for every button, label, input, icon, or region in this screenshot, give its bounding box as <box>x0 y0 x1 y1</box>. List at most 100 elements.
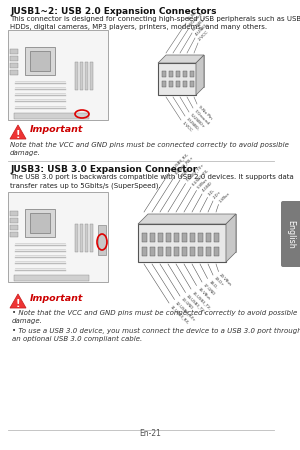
Text: JUSB3: USB 3.0 Expansion Connector: JUSB3: USB 3.0 Expansion Connector <box>10 165 197 174</box>
Text: !: ! <box>16 130 20 140</box>
FancyBboxPatch shape <box>174 247 179 256</box>
FancyBboxPatch shape <box>14 113 89 119</box>
Text: 8.GND: 8.GND <box>180 167 192 179</box>
Polygon shape <box>226 214 236 262</box>
Text: 7.USB3_TX+: 7.USB3_TX+ <box>185 162 206 183</box>
FancyBboxPatch shape <box>10 63 18 68</box>
Text: • To use a USB 3.0 device, you must connect the device to a USB 3.0 port through: • To use a USB 3.0 device, you must conn… <box>12 328 300 342</box>
FancyBboxPatch shape <box>10 70 18 75</box>
FancyBboxPatch shape <box>169 81 173 87</box>
Text: 1.VBus: 1.VBus <box>218 191 231 203</box>
FancyBboxPatch shape <box>190 247 195 256</box>
FancyBboxPatch shape <box>182 247 187 256</box>
FancyBboxPatch shape <box>75 224 78 252</box>
FancyBboxPatch shape <box>10 211 18 216</box>
FancyBboxPatch shape <box>206 233 211 242</box>
Text: 10.USB3_RX-: 10.USB3_RX- <box>169 151 190 172</box>
FancyBboxPatch shape <box>25 209 55 237</box>
Text: Note that the VCC and GND pins must be connected correctly to avoid possible
dam: Note that the VCC and GND pins must be c… <box>10 142 289 156</box>
Text: 1.VCC: 1.VCC <box>181 121 193 133</box>
Text: 5.USB0+: 5.USB0+ <box>189 113 206 130</box>
FancyBboxPatch shape <box>85 224 88 252</box>
FancyBboxPatch shape <box>150 233 155 242</box>
FancyBboxPatch shape <box>10 225 18 230</box>
FancyBboxPatch shape <box>8 30 108 120</box>
FancyBboxPatch shape <box>182 233 187 242</box>
Text: 11.USB3_RX-: 11.USB3_RX- <box>169 304 190 324</box>
FancyBboxPatch shape <box>10 49 18 54</box>
FancyBboxPatch shape <box>166 247 171 256</box>
Text: 6.USB3_TX-: 6.USB3_TX- <box>191 167 210 186</box>
FancyBboxPatch shape <box>162 81 166 87</box>
FancyBboxPatch shape <box>150 247 155 256</box>
Text: 10.NC: 10.NC <box>186 10 198 22</box>
Text: 18.D-: 18.D- <box>208 279 218 290</box>
FancyBboxPatch shape <box>90 224 93 252</box>
Polygon shape <box>10 294 26 308</box>
FancyBboxPatch shape <box>190 71 194 77</box>
Text: 17.GND: 17.GND <box>202 283 216 297</box>
Text: 7.Ground: 7.Ground <box>193 109 210 126</box>
FancyBboxPatch shape <box>25 47 55 75</box>
Text: 20.VBus: 20.VBus <box>218 273 233 287</box>
Text: 9.No Pin: 9.No Pin <box>197 105 212 121</box>
FancyBboxPatch shape <box>176 71 180 77</box>
Text: En-21: En-21 <box>139 429 161 438</box>
Text: 3.D-: 3.D- <box>208 188 216 197</box>
FancyBboxPatch shape <box>75 62 78 90</box>
Text: 6.USB1+: 6.USB1+ <box>192 15 208 32</box>
FancyBboxPatch shape <box>10 218 18 223</box>
FancyBboxPatch shape <box>10 56 18 61</box>
Text: JUSB1~2: USB 2.0 Expansion Connectors: JUSB1~2: USB 2.0 Expansion Connectors <box>10 7 217 16</box>
FancyBboxPatch shape <box>85 62 88 90</box>
Polygon shape <box>10 125 26 139</box>
FancyBboxPatch shape <box>10 232 18 237</box>
FancyBboxPatch shape <box>138 224 226 262</box>
FancyBboxPatch shape <box>90 62 93 90</box>
Text: 9.USB3_RX+: 9.USB3_RX+ <box>175 155 195 176</box>
Text: Important: Important <box>30 294 83 303</box>
FancyBboxPatch shape <box>214 233 219 242</box>
FancyBboxPatch shape <box>198 247 203 256</box>
FancyBboxPatch shape <box>80 224 83 252</box>
FancyBboxPatch shape <box>190 233 195 242</box>
FancyBboxPatch shape <box>158 63 196 95</box>
Text: 16.VBus: 16.VBus <box>196 287 211 301</box>
FancyBboxPatch shape <box>80 62 83 90</box>
FancyBboxPatch shape <box>30 213 50 233</box>
FancyBboxPatch shape <box>162 71 166 77</box>
FancyBboxPatch shape <box>166 233 171 242</box>
Text: 12.USB3_RX+: 12.USB3_RX+ <box>175 301 196 323</box>
FancyBboxPatch shape <box>169 71 173 77</box>
Text: 8.Ground: 8.Ground <box>189 10 206 27</box>
FancyBboxPatch shape <box>30 51 50 71</box>
FancyBboxPatch shape <box>174 233 179 242</box>
FancyBboxPatch shape <box>281 201 300 267</box>
Text: 19.D+: 19.D+ <box>213 276 225 288</box>
FancyBboxPatch shape <box>206 247 211 256</box>
Text: English: English <box>286 220 296 248</box>
FancyBboxPatch shape <box>183 71 187 77</box>
Text: 2.VCC: 2.VCC <box>198 30 210 42</box>
FancyBboxPatch shape <box>183 81 187 87</box>
Text: 15.USB3_TX-: 15.USB3_TX- <box>191 290 211 310</box>
FancyBboxPatch shape <box>176 81 180 87</box>
Text: !: ! <box>16 299 20 309</box>
FancyBboxPatch shape <box>190 81 194 87</box>
FancyBboxPatch shape <box>158 247 163 256</box>
Text: • Note that the VCC and GND pins must be connected correctly to avoid possible
d: • Note that the VCC and GND pins must be… <box>12 310 297 324</box>
FancyBboxPatch shape <box>142 247 147 256</box>
Text: The USB 3.0 port is backwards compatible with USB 2.0 devices. It supports data
: The USB 3.0 port is backwards compatible… <box>10 174 294 189</box>
Polygon shape <box>138 214 236 224</box>
FancyBboxPatch shape <box>8 192 108 282</box>
Text: 4.GND: 4.GND <box>202 181 214 193</box>
FancyBboxPatch shape <box>148 214 236 252</box>
Polygon shape <box>158 55 204 63</box>
FancyBboxPatch shape <box>142 233 147 242</box>
Text: Important: Important <box>30 125 83 134</box>
Text: 5.VBus: 5.VBus <box>196 177 209 189</box>
FancyBboxPatch shape <box>14 275 89 281</box>
Text: This connector is designed for connecting high-speed USB peripherals such as USB: This connector is designed for connectin… <box>10 16 300 30</box>
Text: 13.GND: 13.GND <box>180 297 194 310</box>
FancyBboxPatch shape <box>214 247 219 256</box>
